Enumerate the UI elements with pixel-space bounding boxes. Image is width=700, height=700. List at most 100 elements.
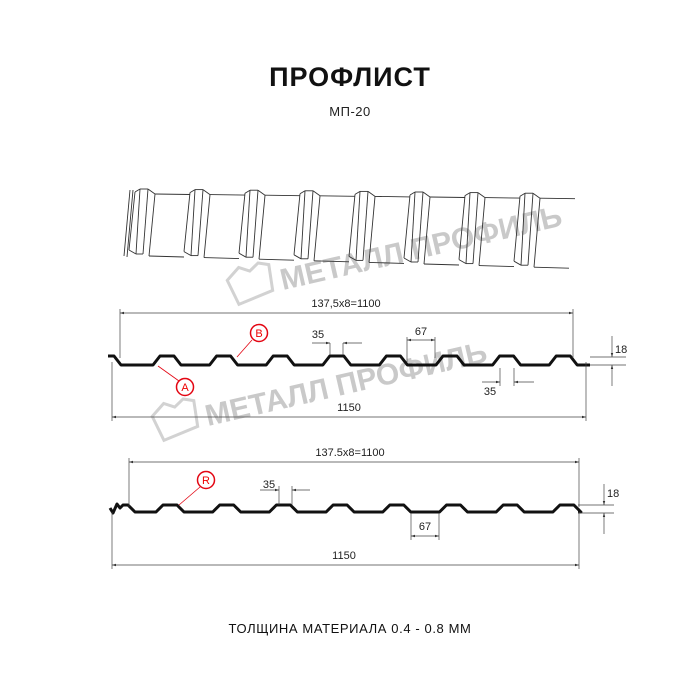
sheet-edge (533, 266, 570, 269)
sheet-edge (307, 190, 314, 259)
sheet-edge (209, 194, 246, 196)
sheet-edge (202, 189, 211, 195)
sheet-edge (348, 194, 356, 257)
sheet-edge (319, 195, 356, 197)
sheet-edge (410, 191, 416, 263)
sheet-perspective-view (123, 188, 576, 269)
height-dimension-b: 18 (607, 488, 619, 500)
sheet-edge (142, 188, 149, 255)
sheet-edge (348, 256, 357, 261)
width-dimension-b: 1150 (332, 550, 356, 562)
sheet-edge (513, 260, 522, 266)
marker-b (249, 323, 269, 343)
sheet-edge (478, 265, 515, 268)
sheet-edge (374, 195, 411, 198)
sheet-edge (203, 194, 211, 258)
sheet-edge (135, 188, 141, 255)
sheet-edge (147, 188, 156, 195)
sheet-edge (293, 193, 301, 255)
sheet-edge (148, 193, 156, 257)
pitch-dimension-b: 137.5x8=1100 (315, 447, 384, 459)
height-dimension-a: 18 (615, 344, 627, 356)
sheet-edge (245, 190, 251, 258)
sheet-edge (478, 197, 486, 266)
model-subtitle: МП-20 (329, 104, 371, 119)
marker-r (196, 470, 216, 490)
sheet-edge (190, 189, 196, 256)
sheet-edge (409, 191, 416, 196)
profile-b: 137.5x8=1100 1150 35 67 18 R (108, 447, 619, 569)
sheet-edge (238, 193, 246, 254)
sheet-edge (355, 191, 361, 261)
sheet-edge (539, 197, 576, 200)
watermark-1: МЕТАЛЛ ПРОФИЛЬ (225, 200, 565, 307)
pitch-dimension-a: 137,5x8=1100 (311, 298, 380, 310)
rib-bottom-dimension-a: 35 (484, 386, 496, 398)
sheet-edge (533, 198, 541, 268)
width-dimension-a: 1150 (337, 402, 361, 414)
sheet-edge (313, 195, 321, 261)
page-title: ПРОФЛИСТ (269, 62, 431, 92)
sheet-edge (367, 191, 376, 197)
sheet-edge (532, 192, 541, 199)
sheet-edge (244, 189, 251, 194)
sheet-edge (154, 193, 191, 195)
sheet-edge (197, 189, 204, 256)
sheet-edge (123, 189, 131, 257)
sheet-edge (403, 194, 411, 259)
sheet-edge (134, 188, 141, 193)
profile-a: 137,5x8=1100 1150 35 67 35 18 B A (108, 298, 627, 421)
sheet-edge (293, 254, 302, 260)
svg-text:R: R (202, 475, 210, 487)
sheet-edge (148, 255, 185, 258)
sheet-edge (458, 195, 466, 260)
sheet-edge (368, 196, 376, 263)
sheet-edge (417, 191, 424, 263)
sheet-edge (362, 191, 369, 261)
sheet-edge (126, 189, 134, 258)
sheet-edge (527, 193, 534, 266)
sheet-edge (128, 249, 137, 255)
rib-top-dimension-b: 35 (263, 479, 275, 491)
sheet-edge (465, 192, 471, 264)
svg-text:B: B (255, 328, 262, 340)
sheet-edge (520, 193, 526, 266)
profile-a-line (108, 354, 590, 367)
sheet-edge (423, 263, 460, 266)
sheet-edge (458, 259, 467, 264)
sheet-edge (258, 195, 266, 260)
sheet-edge (257, 189, 266, 196)
svg-text:A: A (181, 382, 189, 394)
marker-a (175, 377, 195, 397)
sheet-edge (183, 251, 192, 256)
rib-span-dimension-a: 67 (415, 326, 427, 338)
watermark-2: МЕТАЛЛ ПРОФИЛЬ (150, 336, 490, 443)
rib-top-dimension-a: 35 (312, 329, 324, 341)
sheet-edge (423, 196, 431, 265)
profile-b-line (108, 502, 583, 515)
sheet-edge (312, 190, 321, 197)
sheet-edge (484, 197, 521, 199)
sheet-edge (238, 252, 247, 258)
sheet-edge (189, 189, 196, 193)
sheet-edge (300, 190, 306, 259)
sheet-edge (464, 192, 471, 196)
sheet-edge (313, 260, 350, 263)
sheet-edge (403, 257, 412, 263)
sheet-edge (519, 192, 526, 197)
sheet-edge (429, 196, 466, 198)
sheet-edge (258, 258, 295, 261)
svg-text:МЕТАЛЛ ПРОФИЛЬ: МЕТАЛЛ ПРОФИЛЬ (202, 336, 490, 433)
sheet-edge (299, 190, 306, 195)
material-thickness-note: ТОЛЩИНА МАТЕРИАЛА 0.4 - 0.8 ММ (228, 621, 472, 636)
sheet-edge (422, 191, 431, 198)
sheet-edge (128, 191, 136, 251)
sheet-edge (252, 190, 259, 258)
sheet-edge (264, 194, 301, 197)
rib-span-dimension-b: 67 (419, 521, 431, 533)
sheet-edge (477, 192, 486, 198)
sheet-edge (513, 196, 521, 262)
sheet-edge (183, 192, 191, 252)
sheet-edge (472, 192, 479, 264)
